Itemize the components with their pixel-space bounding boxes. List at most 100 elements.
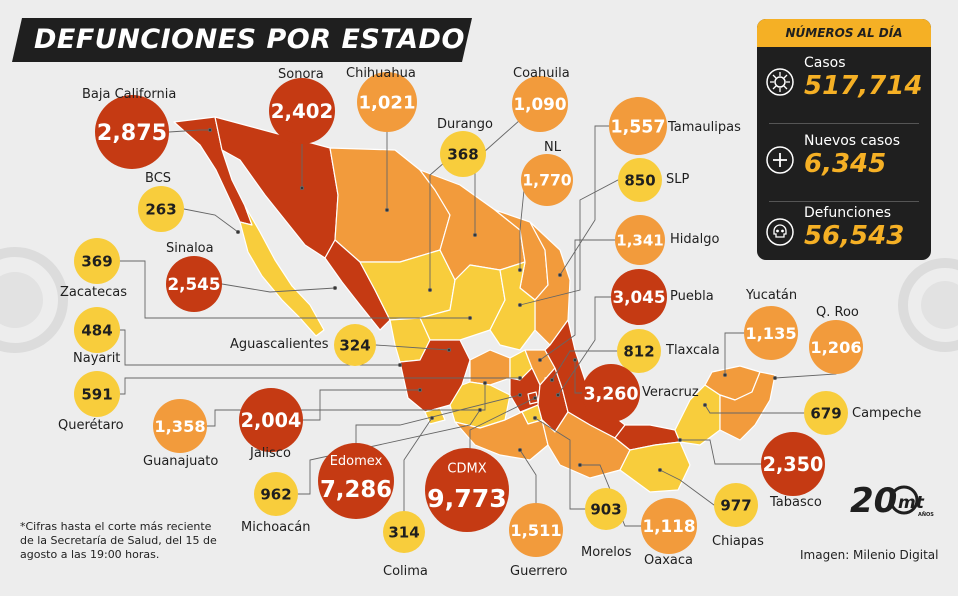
- bubble-value-sonora: 2,402: [271, 100, 334, 123]
- logo-number: 20: [850, 481, 897, 521]
- bubble-value-veracruz: 3,260: [583, 384, 638, 404]
- leader-dot-durango: [427, 287, 433, 293]
- state-name-coahuila: Coahuila: [513, 66, 570, 81]
- leader-dot-tlaxcala: [549, 377, 555, 383]
- skull-icon: [765, 217, 795, 247]
- bubble-value-aguascalientes: 324: [339, 336, 370, 354]
- state-name-sinaloa: Sinaloa: [166, 241, 214, 256]
- bubble-sinaloa: 2,545: [166, 256, 222, 312]
- background-virus-decoration: [0, 247, 958, 353]
- stat-row-defunciones: Defunciones 56,543: [757, 203, 931, 260]
- bubble-circle-aguascalientes: [334, 324, 376, 366]
- bubble-hidalgo: 1,341: [615, 215, 665, 265]
- bubble-value-durango: 368: [447, 145, 478, 163]
- stat-row-nuevos-casos: Nuevos casos 6,345: [757, 131, 931, 193]
- bubble-value-tamaulipas: 1,557: [610, 117, 665, 137]
- bubble-value-chihuahua: 1,021: [359, 92, 416, 113]
- state-name-jalisco: Jalisco: [250, 446, 291, 461]
- state-name-zacatecas: Zacatecas: [60, 285, 127, 300]
- stat-label: Casos: [804, 55, 846, 71]
- state-shape-jalisco: [399, 339, 471, 413]
- leader-dot-nl: [517, 267, 523, 273]
- leader-dot-cdmx: [532, 395, 538, 401]
- state-name-tabasco: Tabasco: [770, 495, 822, 510]
- bubble-value-michoacan: 962: [260, 485, 291, 503]
- leader-dot-baja-california: [207, 127, 213, 133]
- bubble-circle-chihuahua: [357, 72, 417, 132]
- state-name-slp: SLP: [666, 172, 690, 187]
- leader-dot-hidalgo: [537, 357, 543, 363]
- state-name-queretaro: Querétaro: [58, 418, 124, 433]
- virus-icon: [765, 67, 795, 97]
- bubble-guanajuato: 1,358: [153, 399, 207, 453]
- state-name-edomex: Edomex: [330, 454, 383, 469]
- bubble-nayarit: 484: [74, 307, 120, 353]
- bubble-tamaulipas: 1,557: [609, 97, 667, 155]
- bubble-circle-nl: [521, 154, 573, 206]
- bubble-value-edomex: 7,286: [320, 477, 392, 503]
- bubble-value-guerrero: 1,511: [510, 521, 561, 540]
- leader-dot-bcs: [235, 229, 241, 235]
- bubble-yucatan: 1,135: [744, 306, 798, 360]
- bubble-circle-yucatan: [744, 306, 798, 360]
- state-name-chihuahua: Chihuahua: [346, 66, 416, 81]
- bubble-morelos: 903: [585, 488, 627, 530]
- state-shape-bcs: [239, 205, 325, 337]
- state-shape-tamaulipas: [529, 221, 571, 346]
- bubble-value-nl: 1,770: [522, 172, 571, 190]
- page-title: DEFUNCIONES POR ESTADO: [34, 24, 465, 55]
- state-name-morelos: Morelos: [581, 545, 632, 560]
- leader-dot-sonora: [299, 185, 305, 191]
- bubble-value-queretaro: 591: [81, 385, 112, 403]
- state-name-hidalgo: Hidalgo: [670, 232, 720, 247]
- leader-dot-oaxaca: [577, 462, 583, 468]
- bubble-circle-durango: [440, 131, 486, 177]
- state-name-nayarit: Nayarit: [73, 351, 121, 366]
- bubble-value-guanajuato: 1,358: [154, 417, 205, 436]
- bubble-value-slp: 850: [624, 171, 655, 189]
- leader-dot-tabasco: [677, 437, 683, 443]
- bubble-circle-sinaloa: [166, 256, 222, 312]
- mexico-states-shape: [173, 116, 776, 493]
- leader-dot-chiapas: [657, 467, 663, 473]
- stat-value: 6,345: [804, 149, 887, 179]
- bubble-circle-tabasco: [761, 432, 825, 496]
- leader-dot-edomex: [517, 392, 523, 398]
- state-name-cdmx: CDMX: [447, 461, 486, 476]
- bubble-circle-bcs: [138, 186, 184, 232]
- bubble-value-nayarit: 484: [81, 321, 112, 339]
- stat-label: Defunciones: [804, 205, 892, 221]
- leader-dot-queretaro: [517, 375, 523, 381]
- bubble-value-bcs: 263: [145, 200, 176, 218]
- logo-sub: AÑOS: [918, 511, 934, 518]
- bubble-value-cdmx: 9,773: [427, 484, 507, 513]
- bubble-guerrero: 1,511: [509, 503, 563, 557]
- bubble-circle-coahuila: [512, 76, 568, 132]
- bubble-zacatecas: 369: [74, 238, 120, 284]
- bubble-value-colima: 314: [388, 523, 419, 541]
- state-shape-guanajuato: [469, 349, 511, 386]
- bubble-aguascalientes: 324: [334, 324, 376, 366]
- state-name-baja-california: Baja California: [82, 87, 177, 102]
- leader-dot-nayarit: [397, 362, 403, 368]
- stat-row-casos: Casos 517,714: [757, 53, 931, 115]
- bubble-colima: 314: [383, 511, 425, 553]
- bubble-value-morelos: 903: [590, 500, 621, 518]
- image-credit: Imagen: Milenio Digital: [800, 548, 939, 562]
- stat-label: Nuevos casos: [804, 133, 900, 149]
- state-name-chiapas: Chiapas: [712, 534, 764, 549]
- bubble-circle-oaxaca: [641, 498, 697, 554]
- bubble-value-puebla: 3,045: [612, 287, 665, 307]
- bubble-bcs: 263: [138, 186, 184, 232]
- bubble-cdmx: 9,773 CDMX: [425, 448, 509, 532]
- bubble-circle-baja-california: [95, 95, 169, 169]
- bubble-sonora: 2,402: [269, 78, 335, 144]
- state-bubbles: 2,875 2,402 1,021 1,090 368 1,770 1,557 850 263 2…: [74, 72, 863, 557]
- bubble-value-oaxaca: 1,118: [642, 516, 695, 536]
- bubble-value-sinaloa: 2,545: [167, 274, 220, 294]
- logo-brand: mt: [898, 493, 925, 513]
- bubble-circle-queretaro: [74, 371, 120, 417]
- state-name-nl: NL: [544, 140, 561, 155]
- bubble-circle-jalisco: [239, 388, 303, 452]
- stat-value: 517,714: [804, 71, 923, 101]
